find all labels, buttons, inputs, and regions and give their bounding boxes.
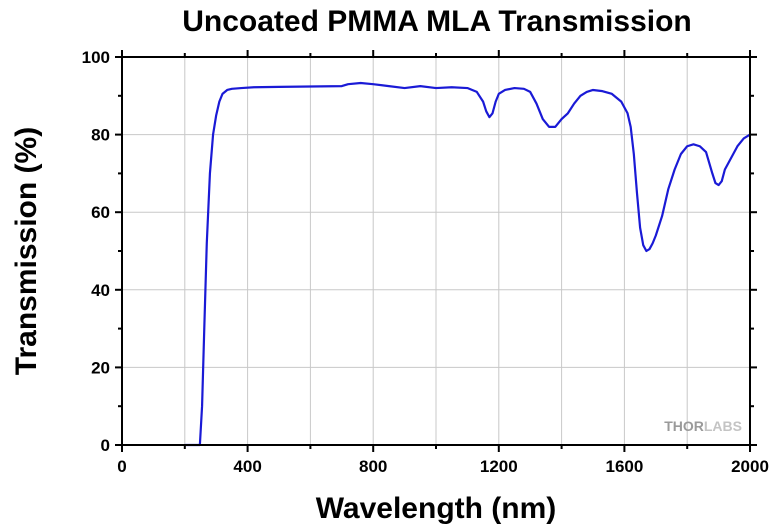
y-tick-label: 100	[82, 48, 110, 67]
y-tick-label: 60	[91, 203, 110, 222]
watermark-part2: LABS	[704, 418, 742, 434]
y-tick-label: 0	[101, 436, 110, 455]
x-tick-label: 400	[233, 457, 261, 476]
x-axis-label: Wavelength (nm)	[316, 492, 557, 525]
series-layer	[183, 81, 752, 447]
watermark-part1: THOR	[664, 418, 704, 434]
transmission-series-line	[183, 81, 752, 447]
x-tick-label: 2000	[731, 457, 769, 476]
grid-lines	[122, 57, 750, 445]
y-tick-label: 20	[91, 358, 110, 377]
tick-labels: 0 400 800 1200 1600 2000 0 20 40 60 80 100	[82, 48, 769, 476]
x-tick-label: 0	[117, 457, 126, 476]
axis-ticks	[115, 50, 757, 452]
y-tick-label: 80	[91, 126, 110, 145]
y-axis-label: Transmission (%)	[10, 127, 43, 375]
x-tick-label: 800	[359, 457, 387, 476]
y-tick-label: 40	[91, 281, 110, 300]
chart-title: Uncoated PMMA MLA Transmission	[182, 5, 692, 38]
x-tick-label: 1600	[605, 457, 643, 476]
x-tick-label: 1200	[480, 457, 518, 476]
thorlabs-watermark: THORLABS	[664, 418, 742, 434]
